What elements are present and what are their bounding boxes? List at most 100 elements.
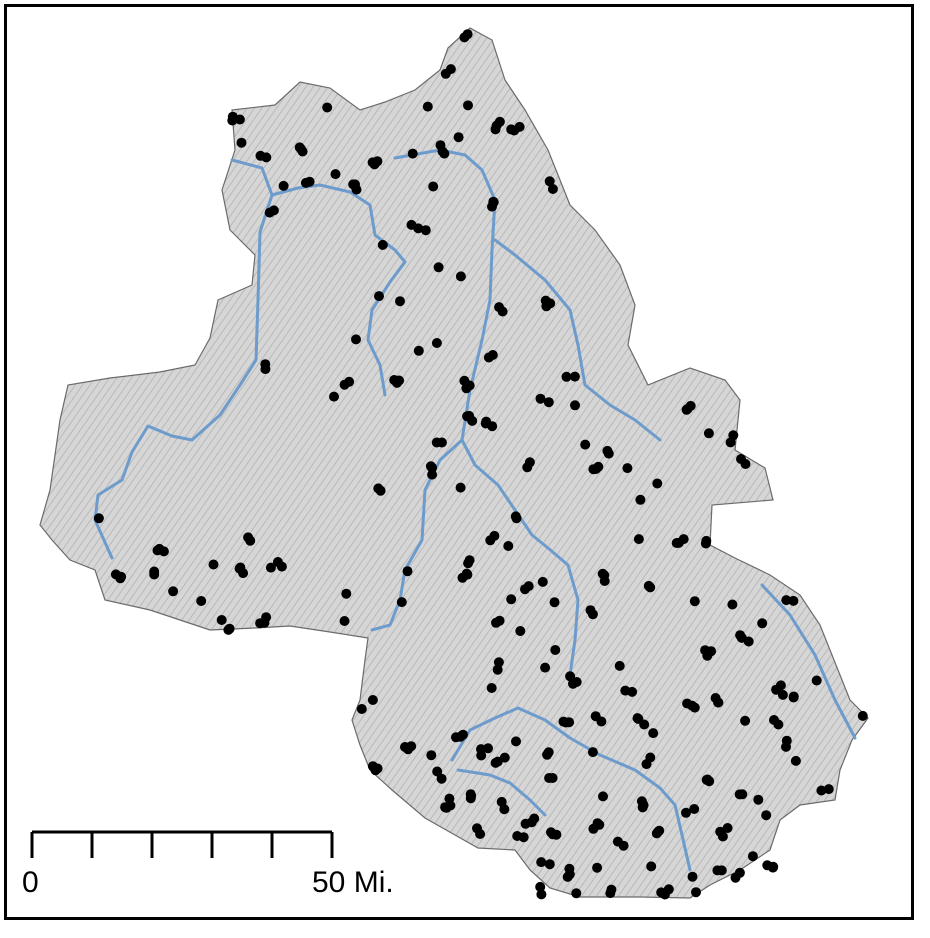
site-point bbox=[475, 829, 486, 839]
site-point bbox=[562, 871, 573, 882]
site-point bbox=[234, 563, 245, 574]
site-point bbox=[753, 794, 764, 805]
site-point bbox=[428, 181, 439, 192]
site-point bbox=[431, 437, 442, 448]
site-point bbox=[487, 421, 498, 432]
site-point bbox=[689, 596, 700, 607]
site-point bbox=[781, 735, 792, 746]
site-point bbox=[769, 715, 779, 725]
site-point bbox=[93, 513, 104, 524]
site-point bbox=[402, 566, 413, 577]
site-point bbox=[757, 618, 768, 629]
site-point bbox=[476, 750, 487, 761]
site-point bbox=[547, 773, 558, 783]
site-point bbox=[823, 784, 834, 795]
site-point bbox=[652, 478, 663, 489]
site-point bbox=[544, 176, 555, 187]
site-point bbox=[377, 239, 388, 250]
site-point bbox=[717, 831, 728, 842]
site-point bbox=[535, 881, 546, 892]
site-point bbox=[550, 645, 561, 655]
river-north-arc bbox=[270, 183, 407, 397]
site-point bbox=[276, 561, 287, 572]
site-point bbox=[506, 594, 517, 605]
site-point bbox=[260, 359, 271, 370]
site-point bbox=[737, 789, 748, 800]
site-point bbox=[265, 562, 276, 573]
site-point bbox=[227, 115, 238, 126]
site-point bbox=[599, 570, 610, 581]
site-point bbox=[703, 428, 714, 439]
site-point bbox=[529, 813, 540, 824]
site-point bbox=[488, 196, 499, 207]
site-point bbox=[487, 350, 498, 360]
site-point bbox=[451, 732, 461, 743]
site-point bbox=[110, 569, 121, 580]
site-point bbox=[427, 469, 438, 480]
site-point bbox=[561, 371, 572, 382]
site-point bbox=[570, 400, 580, 411]
site-point bbox=[407, 148, 418, 159]
site-point bbox=[426, 750, 437, 761]
site-point bbox=[372, 156, 383, 167]
site-point bbox=[524, 457, 535, 468]
site-point bbox=[234, 114, 245, 125]
site-point bbox=[816, 785, 827, 796]
site-point bbox=[543, 397, 554, 408]
site-point bbox=[236, 137, 247, 148]
site-point bbox=[374, 291, 384, 302]
site-point bbox=[569, 371, 580, 382]
site-point bbox=[857, 710, 868, 721]
site-point bbox=[612, 836, 623, 847]
site-point bbox=[542, 749, 553, 760]
site-point bbox=[329, 391, 339, 402]
site-point bbox=[736, 454, 746, 464]
site-points bbox=[93, 29, 868, 900]
site-point bbox=[777, 689, 788, 700]
site-point bbox=[394, 375, 405, 386]
site-point bbox=[503, 541, 514, 551]
site-point bbox=[413, 345, 424, 356]
site-point bbox=[536, 857, 547, 868]
site-point bbox=[635, 494, 646, 505]
site-point bbox=[431, 338, 442, 348]
site-point bbox=[464, 380, 475, 391]
scale-start-label: 0 bbox=[22, 866, 39, 899]
site-point bbox=[633, 534, 644, 545]
site-point bbox=[511, 513, 522, 524]
site-point bbox=[351, 334, 361, 345]
site-point bbox=[152, 545, 163, 556]
river-south bbox=[450, 706, 692, 872]
site-point bbox=[297, 146, 308, 157]
site-point bbox=[652, 827, 663, 837]
site-point bbox=[278, 180, 289, 191]
site-point bbox=[681, 807, 691, 818]
site-point bbox=[261, 152, 272, 163]
site-point bbox=[587, 747, 598, 758]
site-point bbox=[547, 184, 558, 194]
site-point bbox=[747, 851, 758, 862]
site-point bbox=[606, 884, 617, 895]
site-point bbox=[790, 755, 801, 766]
site-point bbox=[304, 176, 315, 187]
scale-bar bbox=[30, 830, 334, 858]
site-point bbox=[483, 743, 493, 754]
site-point bbox=[441, 802, 452, 813]
site-point bbox=[639, 719, 650, 730]
site-point bbox=[422, 101, 433, 112]
site-point bbox=[520, 584, 530, 595]
site-point bbox=[762, 860, 773, 871]
site-point bbox=[596, 716, 607, 727]
site-point bbox=[486, 683, 497, 693]
site-point bbox=[740, 715, 751, 726]
site-point bbox=[425, 461, 436, 472]
site-point bbox=[571, 888, 582, 899]
site-point bbox=[701, 774, 712, 785]
site-point bbox=[587, 609, 598, 620]
site-point bbox=[622, 463, 633, 474]
site-point bbox=[264, 207, 275, 218]
site-point bbox=[551, 829, 562, 840]
site-point bbox=[395, 296, 405, 307]
site-point bbox=[367, 761, 378, 772]
site-point bbox=[494, 116, 505, 127]
